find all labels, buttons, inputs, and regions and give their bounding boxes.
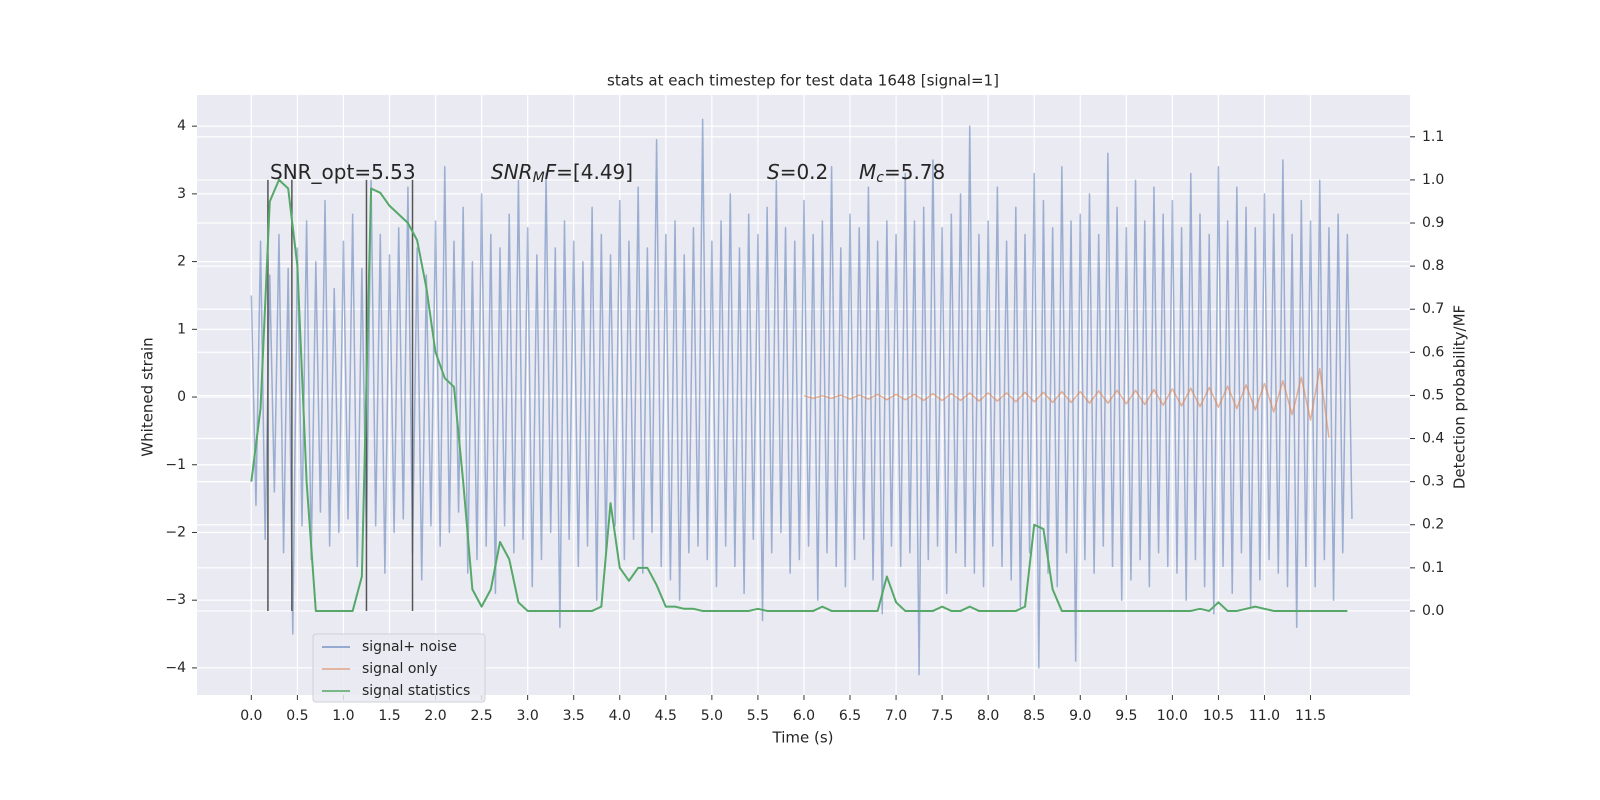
x-tick-label: 4.0 <box>609 708 631 724</box>
x-tick-label: 11.5 <box>1295 708 1326 724</box>
x-tick-label: 8.0 <box>977 708 999 724</box>
x-tick-label: 10.5 <box>1203 708 1234 724</box>
annotations: SNR_opt=5.53 SNRMF=[4.49] S=0.2 Mc=5.78 <box>270 160 945 187</box>
y-tick-label: −2 <box>165 524 186 540</box>
annotation: SNR_opt=5.53 <box>270 160 416 184</box>
annotation-part: M <box>533 170 545 186</box>
annotation-part: c <box>876 170 884 186</box>
y2-tick-label: 1.0 <box>1422 172 1444 188</box>
annotation-part: M <box>859 160 876 184</box>
y2-tick-label: 0.3 <box>1422 474 1444 490</box>
x-tick-label: 1.0 <box>332 708 354 724</box>
y2-axis-label: Detection probability/MF <box>1451 305 1469 489</box>
series-line <box>250 118 1353 676</box>
x-tick-label: 0.5 <box>286 708 308 724</box>
x-tick-label: 8.5 <box>1023 708 1045 724</box>
x-tick-label: 7.0 <box>885 708 907 724</box>
x-tick-label: 5.5 <box>747 708 769 724</box>
annotation: Mc=5.78 <box>859 160 945 187</box>
y-tick-label: −1 <box>165 457 186 473</box>
y2-tick-label: 0.2 <box>1422 517 1444 533</box>
annotation-part: =0.2 <box>780 160 829 184</box>
chart-title: stats at each timestep for test data 164… <box>607 72 999 90</box>
y2-tick-label: 0.8 <box>1422 258 1444 274</box>
x-tick-label: 1.5 <box>378 708 400 724</box>
annotation-part: S <box>767 160 780 184</box>
x-tick-label: 2.5 <box>470 708 492 724</box>
marks <box>250 118 1353 676</box>
y2-tick-label: 0.9 <box>1422 215 1444 231</box>
legend-label: signal statistics <box>362 683 470 699</box>
y-tick-label: 4 <box>177 118 186 134</box>
series-line <box>803 367 1330 438</box>
legend-label: signal only <box>362 661 437 677</box>
y2-tick-label: 0.4 <box>1422 431 1444 447</box>
y2-tick-label: 0.5 <box>1422 387 1444 403</box>
legend: signal+ noise signal only signal statistic… <box>312 633 486 703</box>
x-tick-label: 11.0 <box>1249 708 1280 724</box>
annotation-part: SNR <box>491 160 533 184</box>
x-tick-label: 6.0 <box>793 708 815 724</box>
y2-tick-label: 0.6 <box>1422 344 1444 360</box>
x-axis-label: Time (s) <box>772 729 834 747</box>
y-axis-label: Whitened strain <box>139 337 157 456</box>
legend-box <box>312 633 486 703</box>
y-tick-label: 3 <box>177 186 186 202</box>
annotation-part: =[4.49] <box>556 160 633 184</box>
annotation-part: =5.78 <box>884 160 945 184</box>
x-tick-label: 5.0 <box>701 708 723 724</box>
y-tick-label: −3 <box>165 592 186 608</box>
y-tick-label: 2 <box>177 254 186 270</box>
x-tick-label: 3.5 <box>563 708 585 724</box>
annotation-part: SNR_opt=5.53 <box>270 160 416 184</box>
y-tick-label: 0 <box>177 389 186 405</box>
y2-tick-label: 1.1 <box>1422 129 1444 145</box>
x-tick-label: 10.0 <box>1157 708 1188 724</box>
x-tick-label: 2.0 <box>424 708 446 724</box>
y2-tick-label: 0.7 <box>1422 301 1444 317</box>
y-tick-label: 1 <box>177 321 186 337</box>
annotation: SNRMF=[4.49] <box>491 160 633 187</box>
x-tick-label: 9.0 <box>1069 708 1091 724</box>
series-line <box>250 178 1348 612</box>
legend-label: signal+ noise <box>362 639 457 655</box>
x-tick-label: 3.0 <box>517 708 539 724</box>
x-tick-label: 6.5 <box>839 708 861 724</box>
x-tick-label: 7.5 <box>931 708 953 724</box>
annotation-part: F <box>545 160 557 184</box>
x-tick-label: 4.5 <box>655 708 677 724</box>
grid <box>197 95 1410 695</box>
ticks: 0.0 0.5 1.0 1.5 2.0 2.5 3.0 3.5 4.0 4.5 5.0 5.5 6.0 6… <box>165 118 1444 724</box>
y2-tick-label: 0.0 <box>1422 603 1444 619</box>
x-tick-label: 9.5 <box>1115 708 1137 724</box>
y2-tick-label: 0.1 <box>1422 560 1444 576</box>
annotation: S=0.2 <box>767 160 828 184</box>
x-tick-label: 0.0 <box>240 708 262 724</box>
y-tick-label: −4 <box>165 660 186 676</box>
